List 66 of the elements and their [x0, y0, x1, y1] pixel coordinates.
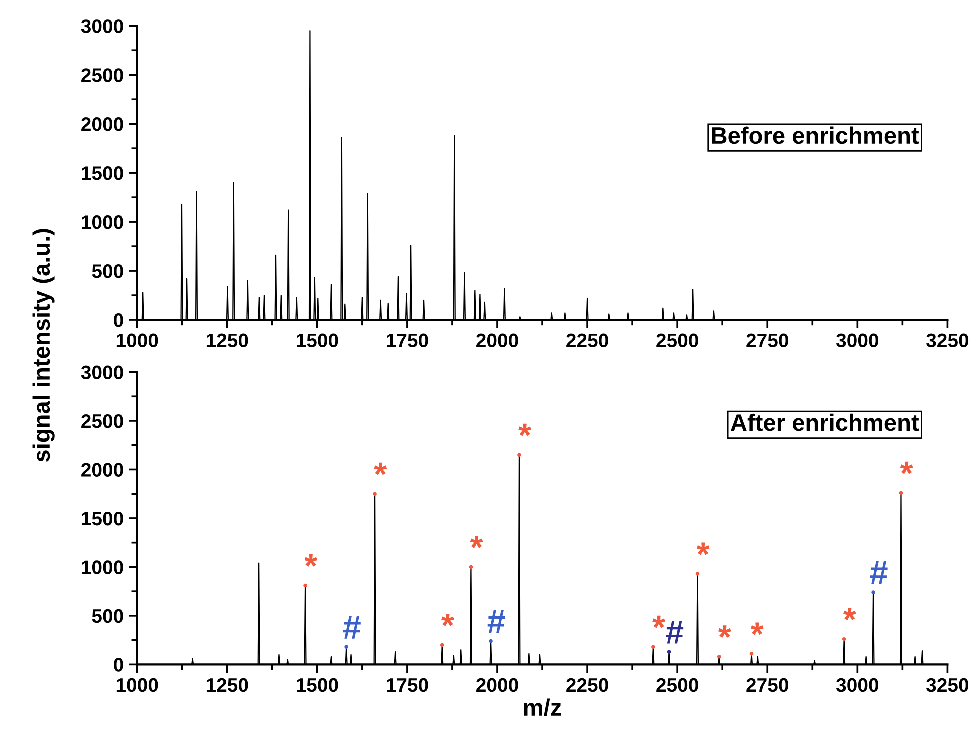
point: [652, 645, 656, 650]
y-tick-label: 2000: [82, 118, 124, 132]
point: [872, 590, 876, 594]
annotation: Before enrichment: [712, 126, 920, 144]
x-tick-label: 2500: [656, 678, 698, 692]
point: [344, 645, 348, 650]
x-tick-label: 1500: [297, 334, 338, 348]
y-axis-title: signal intensity (a.u.): [32, 229, 55, 462]
x-tick-label: 3250: [926, 334, 969, 348]
y-tick-label: 500: [92, 609, 124, 624]
point: [518, 453, 522, 458]
data-label: *: [844, 608, 856, 621]
x-tick-label: 2000: [476, 334, 518, 348]
point: [717, 654, 722, 659]
data-label: #: [870, 562, 888, 584]
point: [489, 639, 493, 644]
point: [373, 492, 377, 496]
y-tick-label: 3000: [81, 20, 124, 34]
data-label: *: [470, 536, 484, 548]
x-tick-label: 2250: [566, 678, 608, 692]
annotation: After enrichment: [731, 414, 920, 432]
point: [667, 650, 672, 654]
y-tick-label: 2000: [82, 463, 124, 477]
x-tick-label: 2750: [746, 334, 788, 348]
y-tick-label: 500: [92, 264, 124, 278]
y-tick-label: 1500: [82, 512, 124, 526]
data-label: *: [374, 462, 388, 476]
x-tick-label: 1250: [206, 678, 248, 692]
data-label: *: [442, 614, 454, 626]
x-axis-title: m/z: [524, 698, 562, 716]
y-tick-label: 0: [114, 658, 124, 672]
point: [304, 584, 308, 588]
data-label: #: [666, 621, 684, 644]
data-label: *: [304, 554, 318, 567]
data-label: #: [343, 616, 361, 639]
y-tick-label: 1000: [82, 560, 124, 574]
x-tick-label: 2000: [476, 678, 518, 692]
x-tick-label: 2250: [566, 334, 608, 348]
data-label: *: [750, 622, 764, 636]
y-tick-label: 1500: [82, 166, 124, 180]
y-tick-label: 2500: [82, 414, 124, 428]
point: [750, 652, 754, 656]
y-tick-label: 2500: [82, 68, 124, 82]
y-tick-label: 0: [114, 314, 124, 328]
x-tick-label: 1250: [206, 334, 248, 348]
x-tick-label: 2500: [656, 334, 698, 348]
x-tick-label: 3000: [836, 334, 878, 348]
x-tick-label: 1500: [297, 678, 338, 692]
y-tick-label: 1000: [82, 216, 124, 230]
point: [440, 643, 444, 648]
x-tick-label: 1750: [387, 334, 428, 348]
point: [842, 637, 846, 642]
x-tick-label: 3000: [836, 678, 878, 692]
point: [696, 572, 700, 576]
point: [899, 491, 904, 496]
data-label: *: [518, 424, 532, 436]
x-tick-label: 3250: [926, 678, 969, 692]
x-tick-label: 1750: [387, 678, 428, 692]
x-tick-label: 2750: [746, 678, 788, 692]
data-label: #: [488, 610, 506, 633]
y-tick-label: 3000: [81, 366, 124, 380]
data-label: *: [718, 626, 732, 638]
data-label: *: [652, 616, 666, 628]
point: [469, 565, 474, 570]
data-label: *: [696, 542, 710, 556]
data-label: *: [900, 462, 914, 474]
